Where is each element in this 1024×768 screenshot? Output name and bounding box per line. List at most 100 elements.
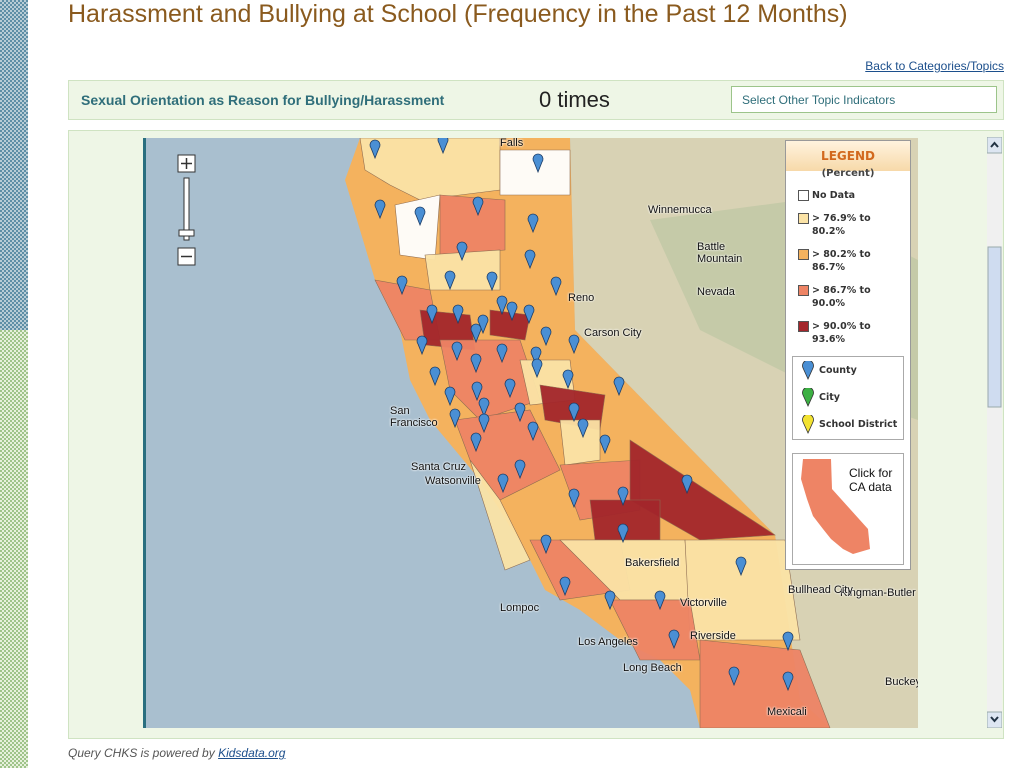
county-pin <box>470 323 482 344</box>
county-pin <box>654 590 666 611</box>
county-pin <box>369 139 381 160</box>
county-pin <box>497 473 509 494</box>
county-pin <box>540 326 552 347</box>
county <box>439 339 541 421</box>
map-label: Watsonville <box>425 475 481 487</box>
marker-item: School District <box>793 411 903 438</box>
county-pin <box>396 275 408 296</box>
legend-swatch <box>798 249 809 260</box>
county-pin <box>414 206 426 227</box>
county-pin <box>478 413 490 434</box>
county-pin <box>527 421 539 442</box>
county-pin <box>514 459 526 480</box>
county <box>489 309 531 341</box>
scrollbar[interactable] <box>986 136 1003 729</box>
county-pin <box>577 418 589 439</box>
map-label: Kingman-Butler <box>840 587 916 599</box>
county-pin <box>506 301 518 322</box>
county-pin <box>782 631 794 652</box>
county-pin <box>568 334 580 355</box>
map-label: Long Beach <box>623 662 682 674</box>
county-pin <box>782 671 794 692</box>
county-pin <box>514 402 526 423</box>
map-label: San Francisco <box>390 405 438 429</box>
county <box>469 459 531 571</box>
county <box>559 419 601 466</box>
county-pin <box>416 335 428 356</box>
county-pin <box>444 270 456 291</box>
county-pin <box>426 304 438 325</box>
page-title: Harassment and Bullying at School (Frequ… <box>68 0 848 28</box>
legend-item: > 80.2% to 86.7% <box>786 248 904 274</box>
county-pin <box>527 213 539 234</box>
ca-thumbnail[interactable]: Click for CA data <box>792 453 904 565</box>
legend-swatch <box>798 321 809 332</box>
ca-thumbnail-map <box>801 459 870 554</box>
legend-swatch <box>798 190 809 201</box>
county-pin <box>437 138 449 155</box>
marker-icon <box>802 388 814 407</box>
county-pin <box>452 304 464 325</box>
county-pin <box>449 408 461 429</box>
legend-item: No Data <box>786 189 904 202</box>
map-label: Bullhead City <box>788 584 853 596</box>
map-label: Los Angeles <box>578 636 638 648</box>
marker-item: County <box>793 357 903 384</box>
county-pin <box>470 432 482 453</box>
back-link[interactable]: Back to Categories/Topics <box>865 59 1004 73</box>
select-topic-button[interactable]: Select Other Topic Indicators <box>731 86 997 113</box>
county-pin <box>668 629 680 650</box>
map-label: Santa Cruz <box>411 461 467 473</box>
map-edge <box>143 138 146 728</box>
footer-link[interactable]: Kidsdata.org <box>218 746 286 760</box>
marker-legend: County City School District <box>792 356 904 440</box>
county-pin <box>613 376 625 397</box>
county-pin <box>478 397 490 418</box>
zoom-control[interactable] <box>177 154 196 266</box>
map-label: Buckeye <box>885 676 918 688</box>
county-pin <box>444 386 456 407</box>
legend-title[interactable]: LEGEND <box>786 141 910 171</box>
legend-subtitle: (Percent) <box>821 168 875 179</box>
legend-item: > 76.9% to 80.2% <box>786 212 904 238</box>
county-pin <box>568 402 580 423</box>
county-pin <box>496 343 508 364</box>
county-pin <box>486 271 498 292</box>
county <box>394 194 441 261</box>
county-pin <box>429 366 441 387</box>
map-label: Nevada <box>697 286 735 298</box>
legend-item: > 86.7% to 90.0% <box>786 284 904 310</box>
county-pin <box>456 241 468 262</box>
legend-item: > 90.0% to 93.6% <box>786 320 904 346</box>
county-pin <box>681 474 693 495</box>
county-pin <box>451 341 463 362</box>
county-pin <box>524 249 536 270</box>
county-pin <box>523 304 535 325</box>
county-pin <box>496 295 508 316</box>
map-label: Bakersfield <box>625 557 680 569</box>
map-label: Lompoc <box>500 602 540 614</box>
footer: Query CHKS is powered by Kidsdata.org <box>68 746 285 760</box>
county-pin <box>599 434 611 455</box>
map-label: Falls <box>500 138 524 149</box>
county-pin <box>728 666 740 687</box>
county-pin <box>604 590 616 611</box>
map-label: Mexicali <box>767 706 807 718</box>
marker-pin <box>802 388 814 407</box>
map-label: Victorville <box>680 597 727 609</box>
marker-pin <box>802 361 814 380</box>
county-pin <box>472 196 484 217</box>
map-label: Riverside <box>690 630 736 642</box>
county-pin <box>471 381 483 402</box>
legend-swatch <box>798 285 809 296</box>
map-label: Reno <box>568 292 595 304</box>
marker-icon <box>802 415 814 434</box>
marker-item: City <box>793 384 903 411</box>
map-label: Carson City <box>584 327 642 339</box>
county-pin <box>562 369 574 390</box>
county-pin <box>550 276 562 297</box>
indicator-bar: Sexual Orientation as Reason for Bullyin… <box>68 80 1004 120</box>
ca-link[interactable]: Click for CA data <box>849 466 893 494</box>
county <box>424 249 501 291</box>
